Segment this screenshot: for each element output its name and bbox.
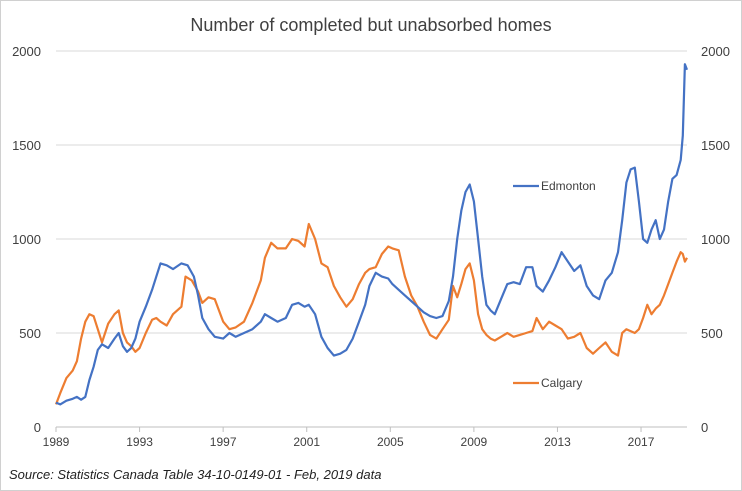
series-lines — [54, 63, 689, 406]
x-tick-label: 1993 — [126, 435, 153, 449]
y-tick-label-right: 0 — [701, 420, 708, 435]
y-tick-label-left: 1000 — [12, 232, 41, 247]
x-tick-label: 2009 — [461, 435, 488, 449]
x-tick-label: 2017 — [628, 435, 655, 449]
x-tick-label: 2005 — [377, 435, 404, 449]
series-labels: Edmonton Calgary — [513, 179, 596, 390]
y-tick-label-left: 2000 — [12, 44, 41, 59]
source-note: Source: Statistics Canada Table 34-10-01… — [9, 467, 382, 482]
series-line-edmonton — [55, 63, 689, 406]
chart-title: Number of completed but unabsorbed homes — [190, 15, 551, 35]
gridlines — [56, 50, 687, 428]
legend-label-edmonton: Edmonton — [541, 179, 596, 193]
x-tick-label: 2001 — [293, 435, 320, 449]
axis-ticks: 0 0 500 500 1000 1000 1500 1500 2000 2000 1989 1993… — [12, 44, 730, 449]
legend-label-calgary: Calgary — [541, 376, 582, 390]
series-line-calgary — [54, 222, 688, 405]
x-tick-label: 1997 — [210, 435, 237, 449]
y-tick-label-right: 1000 — [701, 232, 730, 247]
y-tick-label-left: 500 — [19, 326, 41, 341]
y-tick-label-right: 1500 — [701, 138, 730, 153]
y-tick-label-left: 0 — [34, 420, 41, 435]
x-tick-label: 1989 — [43, 435, 70, 449]
y-tick-label-left: 1500 — [12, 138, 41, 153]
y-tick-label-right: 2000 — [701, 44, 730, 59]
y-tick-label-right: 500 — [701, 326, 723, 341]
x-tick-label: 2013 — [544, 435, 571, 449]
